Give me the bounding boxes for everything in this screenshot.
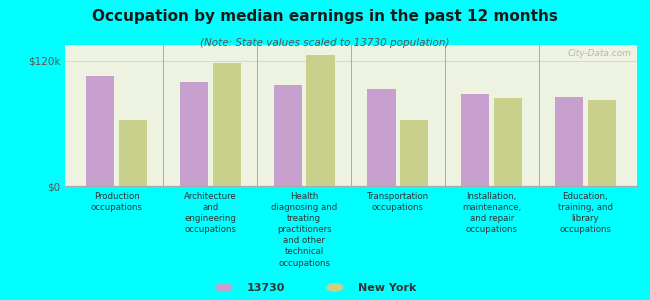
Bar [494,98,522,186]
Bar [213,63,240,186]
Bar [367,89,396,186]
Bar [462,94,489,186]
Bar [180,82,208,186]
Bar [555,97,583,186]
Bar [306,56,335,186]
Text: Transportation
occupations: Transportation occupations [367,192,429,212]
Text: Production
occupations: Production occupations [90,192,142,212]
Text: Occupation by median earnings in the past 12 months: Occupation by median earnings in the pas… [92,9,558,24]
Bar [274,85,302,186]
Text: Health
diagnosing and
treating
practitioners
and other
technical
occupations: Health diagnosing and treating practitio… [271,192,337,268]
Text: Education,
training, and
library
occupations: Education, training, and library occupat… [558,192,613,234]
Bar [86,76,114,186]
Text: New York: New York [358,283,416,293]
Bar [588,100,616,186]
Text: Architecture
and
engineering
occupations: Architecture and engineering occupations [184,192,237,234]
Bar [400,120,428,186]
Text: 13730: 13730 [247,283,285,293]
Text: City-Data.com: City-Data.com [567,49,631,58]
Text: (Note: State values scaled to 13730 population): (Note: State values scaled to 13730 popu… [200,38,450,47]
Text: Installation,
maintenance,
and repair
occupations: Installation, maintenance, and repair oc… [462,192,521,234]
Bar [119,120,147,186]
